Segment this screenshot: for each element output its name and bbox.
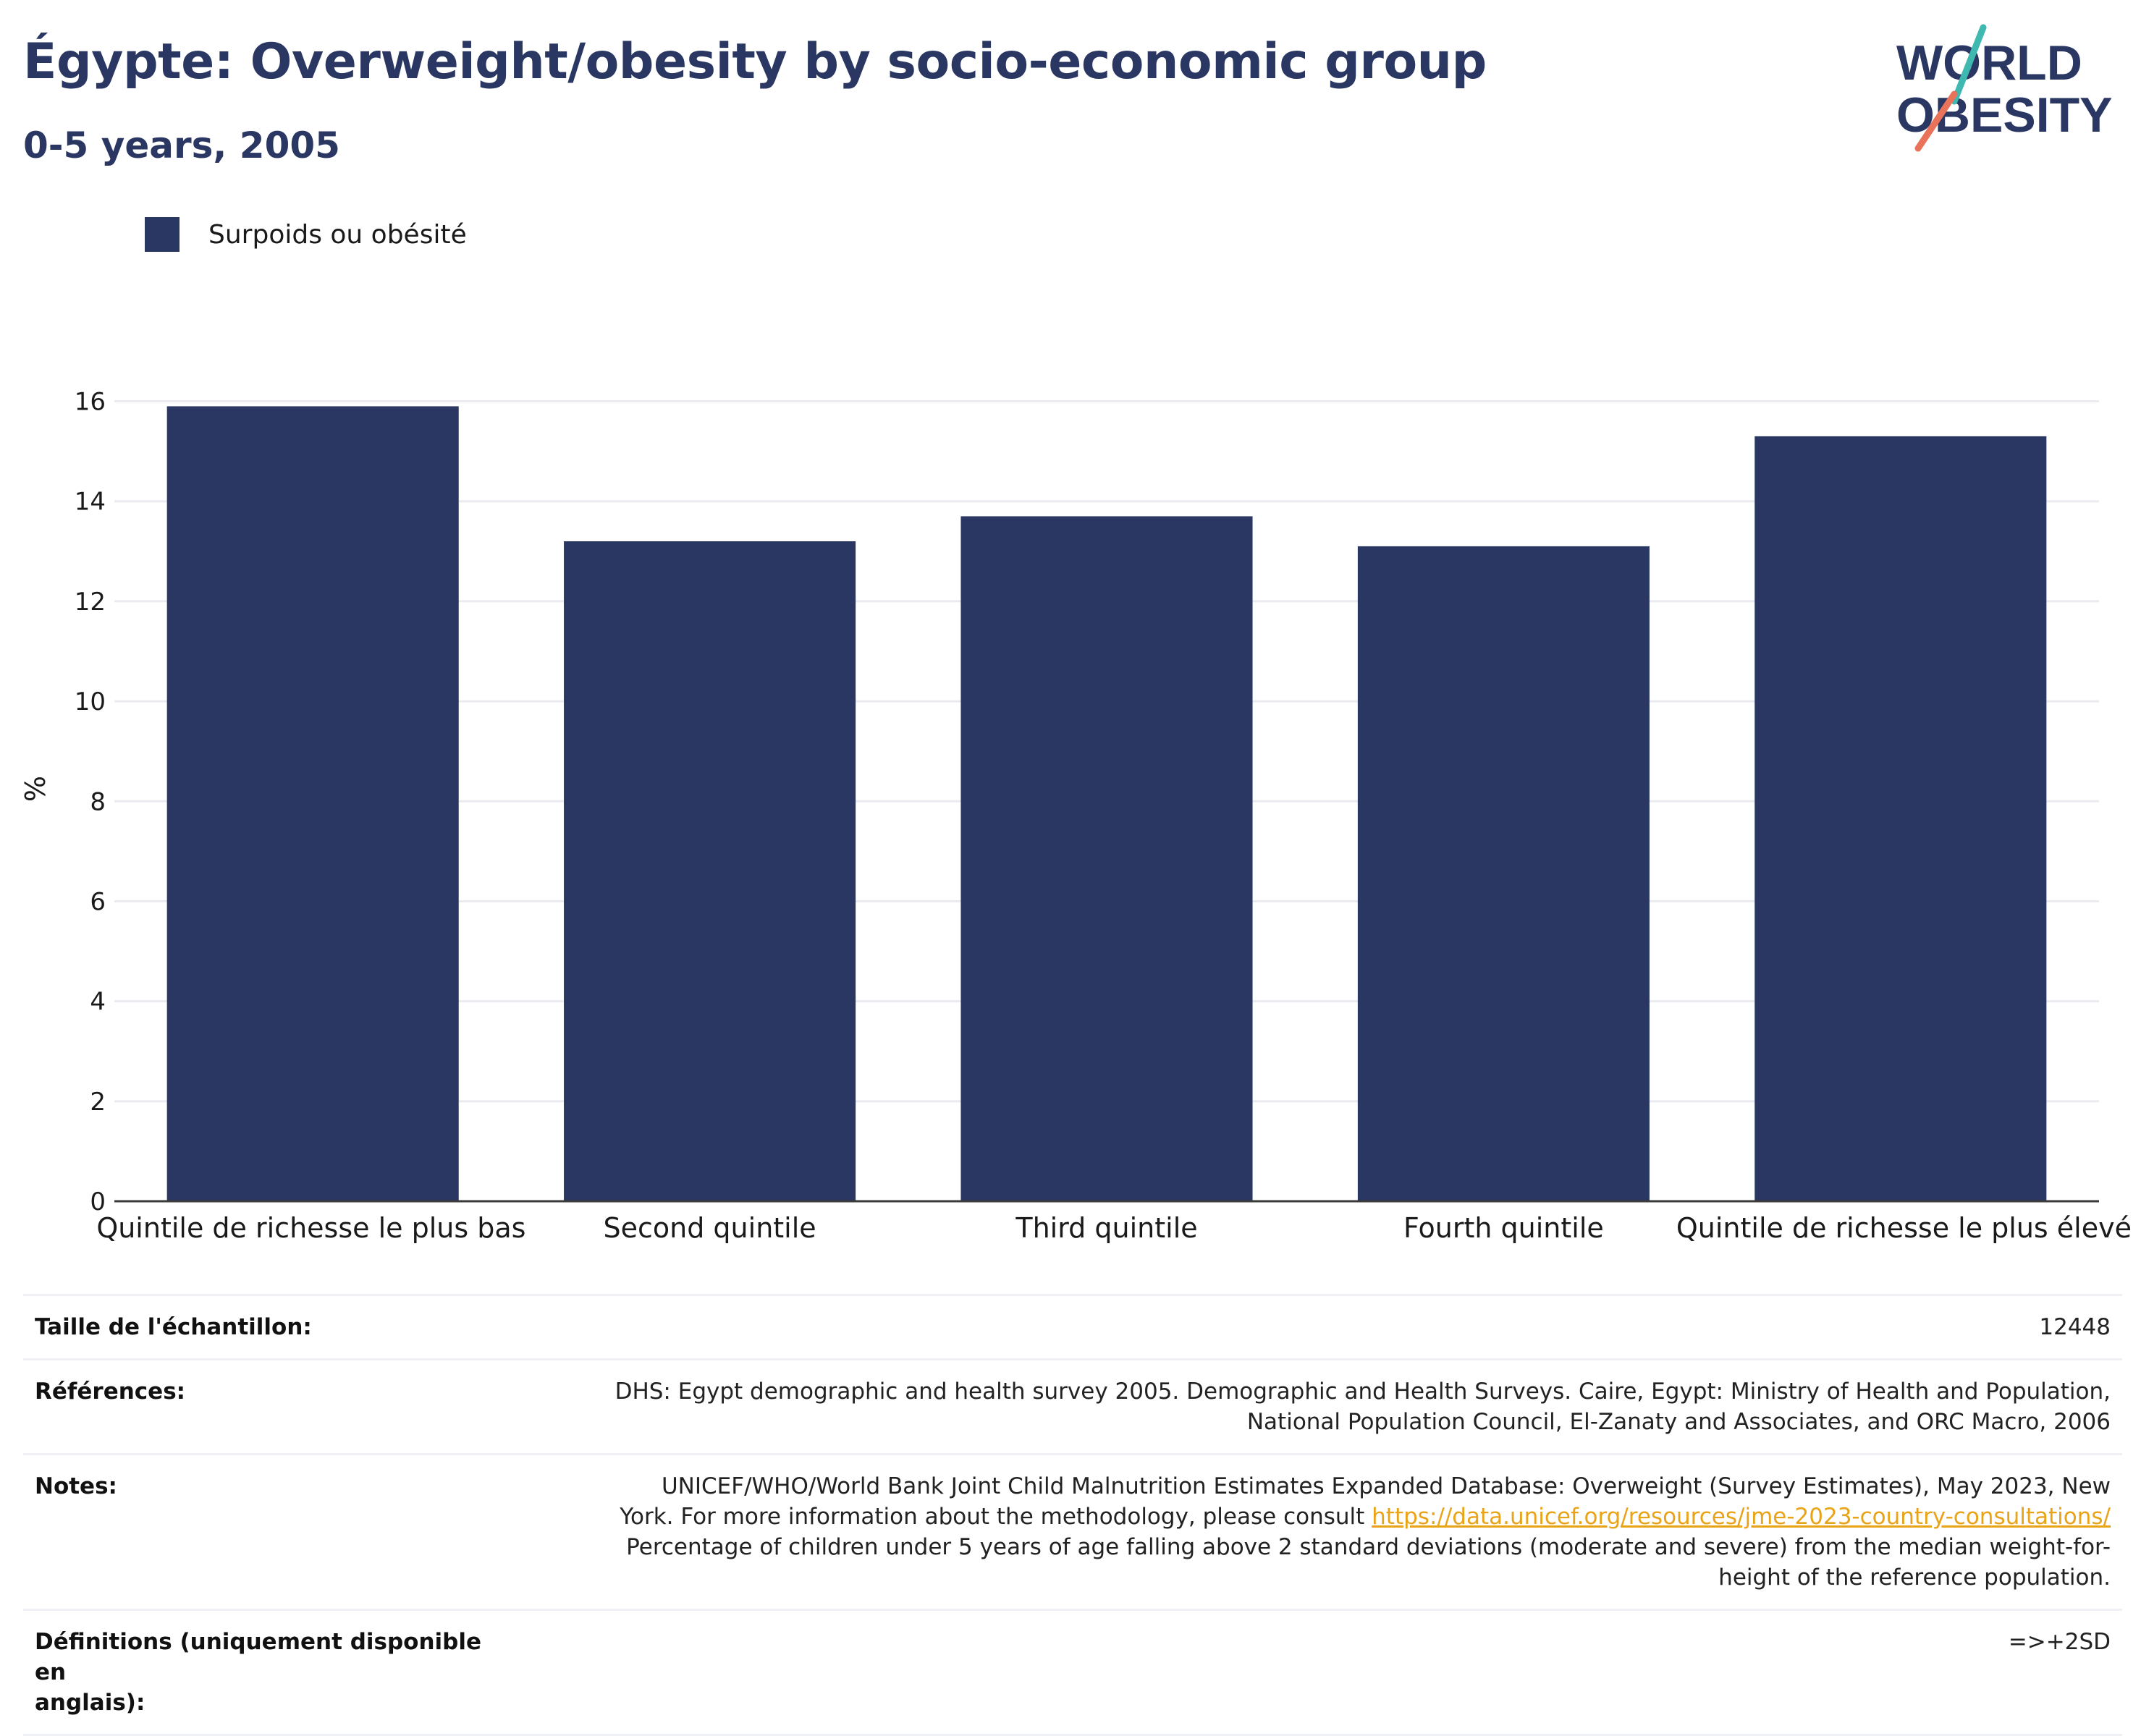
notes-value: UNICEF/WHO/World Bank Joint Child Malnut… [517, 1453, 2122, 1610]
notes-line-4: height of the reference population. [1718, 1564, 2111, 1591]
x-tick-label: Second quintile [604, 1212, 816, 1244]
definitions-label-line-1: Définitions (uniquement disponible en [35, 1629, 482, 1685]
definitions-label-line-2: anglais): [35, 1690, 145, 1716]
references-label: Références: [23, 1358, 517, 1455]
logo-text-obesity: OBESITY [1896, 88, 2113, 143]
logo-slash-coral [1914, 90, 1958, 152]
legend-label: Surpoids ou obésité [208, 219, 467, 250]
notes-line-1: UNICEF/WHO/World Bank Joint Child Malnut… [661, 1473, 2111, 1499]
bar [1357, 546, 1650, 1201]
logo-text-world: WORLD [1896, 35, 2082, 90]
definitions-label: Définitions (uniquement disponible en an… [23, 1609, 517, 1736]
y-tick-label: 14 [75, 488, 106, 517]
y-tick-label: 16 [75, 388, 106, 417]
info-row-notes: Notes: UNICEF/WHO/World Bank Joint Child… [23, 1453, 2122, 1610]
y-tick-label: 10 [75, 687, 106, 716]
info-row-sample-size: Taille de l'échantillon: 12448 [23, 1294, 2122, 1360]
world-obesity-logo: WORLD OBESITY [1896, 24, 2113, 152]
y-tick-label: 2 [90, 1088, 106, 1117]
chart-subtitle: 0-5 years, 2005 [23, 124, 340, 166]
chart-title: Égypte: Overweight/obesity by socio-econ… [23, 33, 1487, 90]
references-line-2: National Population Council, El-Zanaty a… [1246, 1409, 2111, 1435]
info-row-definitions: Définitions (uniquement disponible en an… [23, 1609, 2122, 1736]
x-tick-label: Third quintile [1015, 1212, 1197, 1244]
y-tick-label: 6 [90, 887, 106, 916]
methodology-link[interactable]: https://data.unicef.org/resources/jme-20… [1372, 1504, 2111, 1530]
y-tick-label: 4 [90, 988, 106, 1017]
x-tick-label: Quintile de richesse le plus élevé [1676, 1212, 2132, 1244]
bar [564, 541, 856, 1201]
y-tick-label: 8 [90, 787, 106, 816]
bar [166, 406, 459, 1201]
logo-slash-teal [1951, 24, 1987, 105]
x-tick-label: Fourth quintile [1403, 1212, 1604, 1244]
y-tick-label: 0 [90, 1187, 106, 1216]
notes-line-3: Percentage of children under 5 years of … [626, 1534, 2111, 1560]
bar [960, 516, 1253, 1201]
x-tick-label: Quintile de richesse le plus bas [96, 1212, 525, 1244]
y-axis-label: % [20, 776, 51, 802]
notes-label: Notes: [23, 1453, 517, 1610]
info-row-references: Références: DHS: Egypt demographic and h… [23, 1358, 2122, 1455]
references-line-1: DHS: Egypt demographic and health survey… [615, 1379, 2111, 1405]
chart-legend[interactable]: Surpoids ou obésité [145, 217, 467, 252]
sample-size-value: 12448 [517, 1294, 2122, 1360]
bar-chart: 0 2 4 6 8 10 12 14 16% Quintile de richesse le pl… [20, 388, 2132, 1244]
definitions-value: =>+2SD [517, 1609, 2122, 1736]
y-tick-label: 12 [75, 588, 106, 617]
legend-swatch [145, 217, 180, 252]
notes-line-2: York. For more information about the met… [620, 1504, 1372, 1530]
references-value: DHS: Egypt demographic and health survey… [517, 1358, 2122, 1455]
sample-size-label: Taille de l'échantillon: [23, 1294, 517, 1360]
bar [1754, 436, 2047, 1201]
info-table: Taille de l'échantillon: 12448 Référence… [23, 1294, 2122, 1736]
